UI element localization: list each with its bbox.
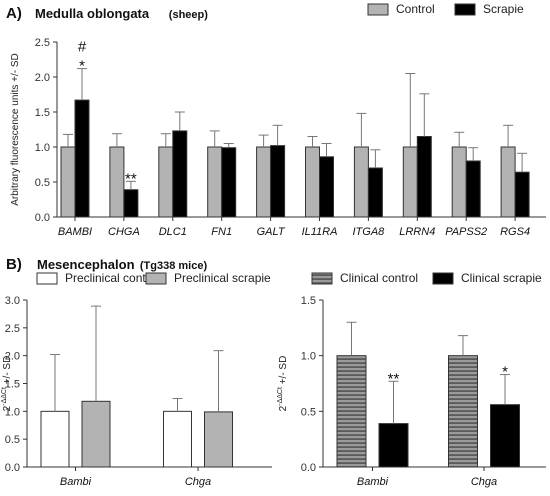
y-tick-label: 1.5 (5, 379, 20, 391)
x-category-label: Chga (471, 476, 497, 488)
significance-marker: ** (388, 370, 400, 387)
y-tick-label: 1.0 (5, 406, 20, 418)
y-tick-label: 1.0 (301, 351, 316, 363)
bar (270, 145, 286, 218)
panel-letter-A: A) (6, 5, 22, 22)
y-tick-label: 0.5 (301, 406, 316, 418)
legend-label: Preclinical scrapie (174, 271, 271, 285)
x-category-label: IL11RA (302, 226, 338, 238)
y-axis-label: 2-ΔΔCt +/- SD (277, 356, 289, 412)
y-tick-label: 2.5 (35, 37, 50, 49)
bar (336, 355, 367, 468)
bar (451, 146, 467, 218)
bar (500, 146, 516, 218)
bar (40, 410, 70, 468)
bar (367, 167, 383, 218)
x-category-label: DLC1 (159, 226, 187, 238)
legend-label: Scrapie (483, 2, 524, 16)
bar (490, 404, 520, 468)
bar (60, 146, 76, 218)
x-category-label: RGS4 (500, 226, 530, 238)
legend-label: Preclinical control (65, 271, 159, 285)
bar (465, 160, 481, 218)
x-category-label: FN1 (211, 226, 232, 238)
legend-label: Clinical control (340, 271, 418, 285)
x-category-label: Bambi (357, 476, 389, 488)
legend-swatch (454, 3, 476, 16)
bar (207, 146, 223, 218)
y-tick-label: 0.5 (5, 434, 20, 446)
legend-swatch (367, 3, 389, 16)
bar (402, 146, 418, 218)
x-category-label: BAMBI (58, 226, 92, 238)
y-axis-label: 2-ΔΔCt +/- SD (1, 356, 13, 412)
x-category-label: GALT (257, 226, 286, 238)
y-tick-label: 2.0 (5, 351, 20, 363)
y-tick-label: 2.5 (5, 323, 20, 335)
bar (158, 146, 174, 218)
panel-subtitle-A: (sheep) (169, 9, 208, 21)
bar (204, 411, 233, 468)
panel-title-B-left: Mesencephalon (37, 257, 135, 272)
bar (514, 171, 530, 218)
bar (81, 400, 111, 468)
bar (221, 147, 237, 218)
bar (448, 355, 478, 468)
y-tick-label: 0.0 (35, 212, 50, 224)
x-category-label: Bambi (60, 476, 92, 488)
significance-marker: * (79, 58, 85, 75)
bar (163, 410, 192, 468)
panel-title-A: Medulla oblongata (35, 6, 150, 21)
legend-swatch (145, 272, 167, 285)
bar (172, 130, 188, 218)
y-tick-label: 3.0 (5, 295, 20, 307)
legend-swatch (36, 272, 58, 285)
y-tick-label: 1.5 (301, 295, 316, 307)
y-tick-label: 2.0 (35, 72, 50, 84)
bar (74, 99, 90, 218)
y-tick-label: 0.0 (5, 462, 20, 474)
legend-swatch (311, 272, 333, 285)
y-tick-label: 1.0 (35, 142, 50, 154)
y-tick-label: 1.5 (35, 107, 50, 119)
bar (319, 156, 334, 218)
x-category-label: CHGA (108, 226, 140, 238)
legend-swatch (432, 272, 454, 285)
bar (305, 146, 320, 218)
panel-letter-B-left: B) (6, 256, 22, 273)
x-category-label: PAPSS2 (445, 226, 487, 238)
bar (353, 146, 369, 218)
x-category-label: Chga (185, 476, 211, 488)
bar (416, 136, 432, 218)
significance-marker: * (502, 364, 508, 381)
bar (378, 423, 409, 468)
x-category-label: ITGA8 (353, 226, 386, 238)
legend-label: Control (396, 2, 435, 16)
significance-marker: ** (125, 170, 137, 187)
bar (123, 189, 139, 218)
bar (109, 146, 125, 218)
bar (256, 146, 272, 218)
significance-marker: # (78, 39, 87, 56)
y-tick-label: 0.0 (301, 462, 316, 474)
legend-label: Clinical scrapie (461, 271, 542, 285)
y-tick-label: 0.5 (35, 177, 50, 189)
x-category-label: LRRN4 (399, 226, 435, 238)
y-axis-label: Arbitrary fluorescence units +/- SD (10, 53, 21, 206)
panel-subtitle-B-left: (Tg338 mice) (140, 260, 208, 272)
